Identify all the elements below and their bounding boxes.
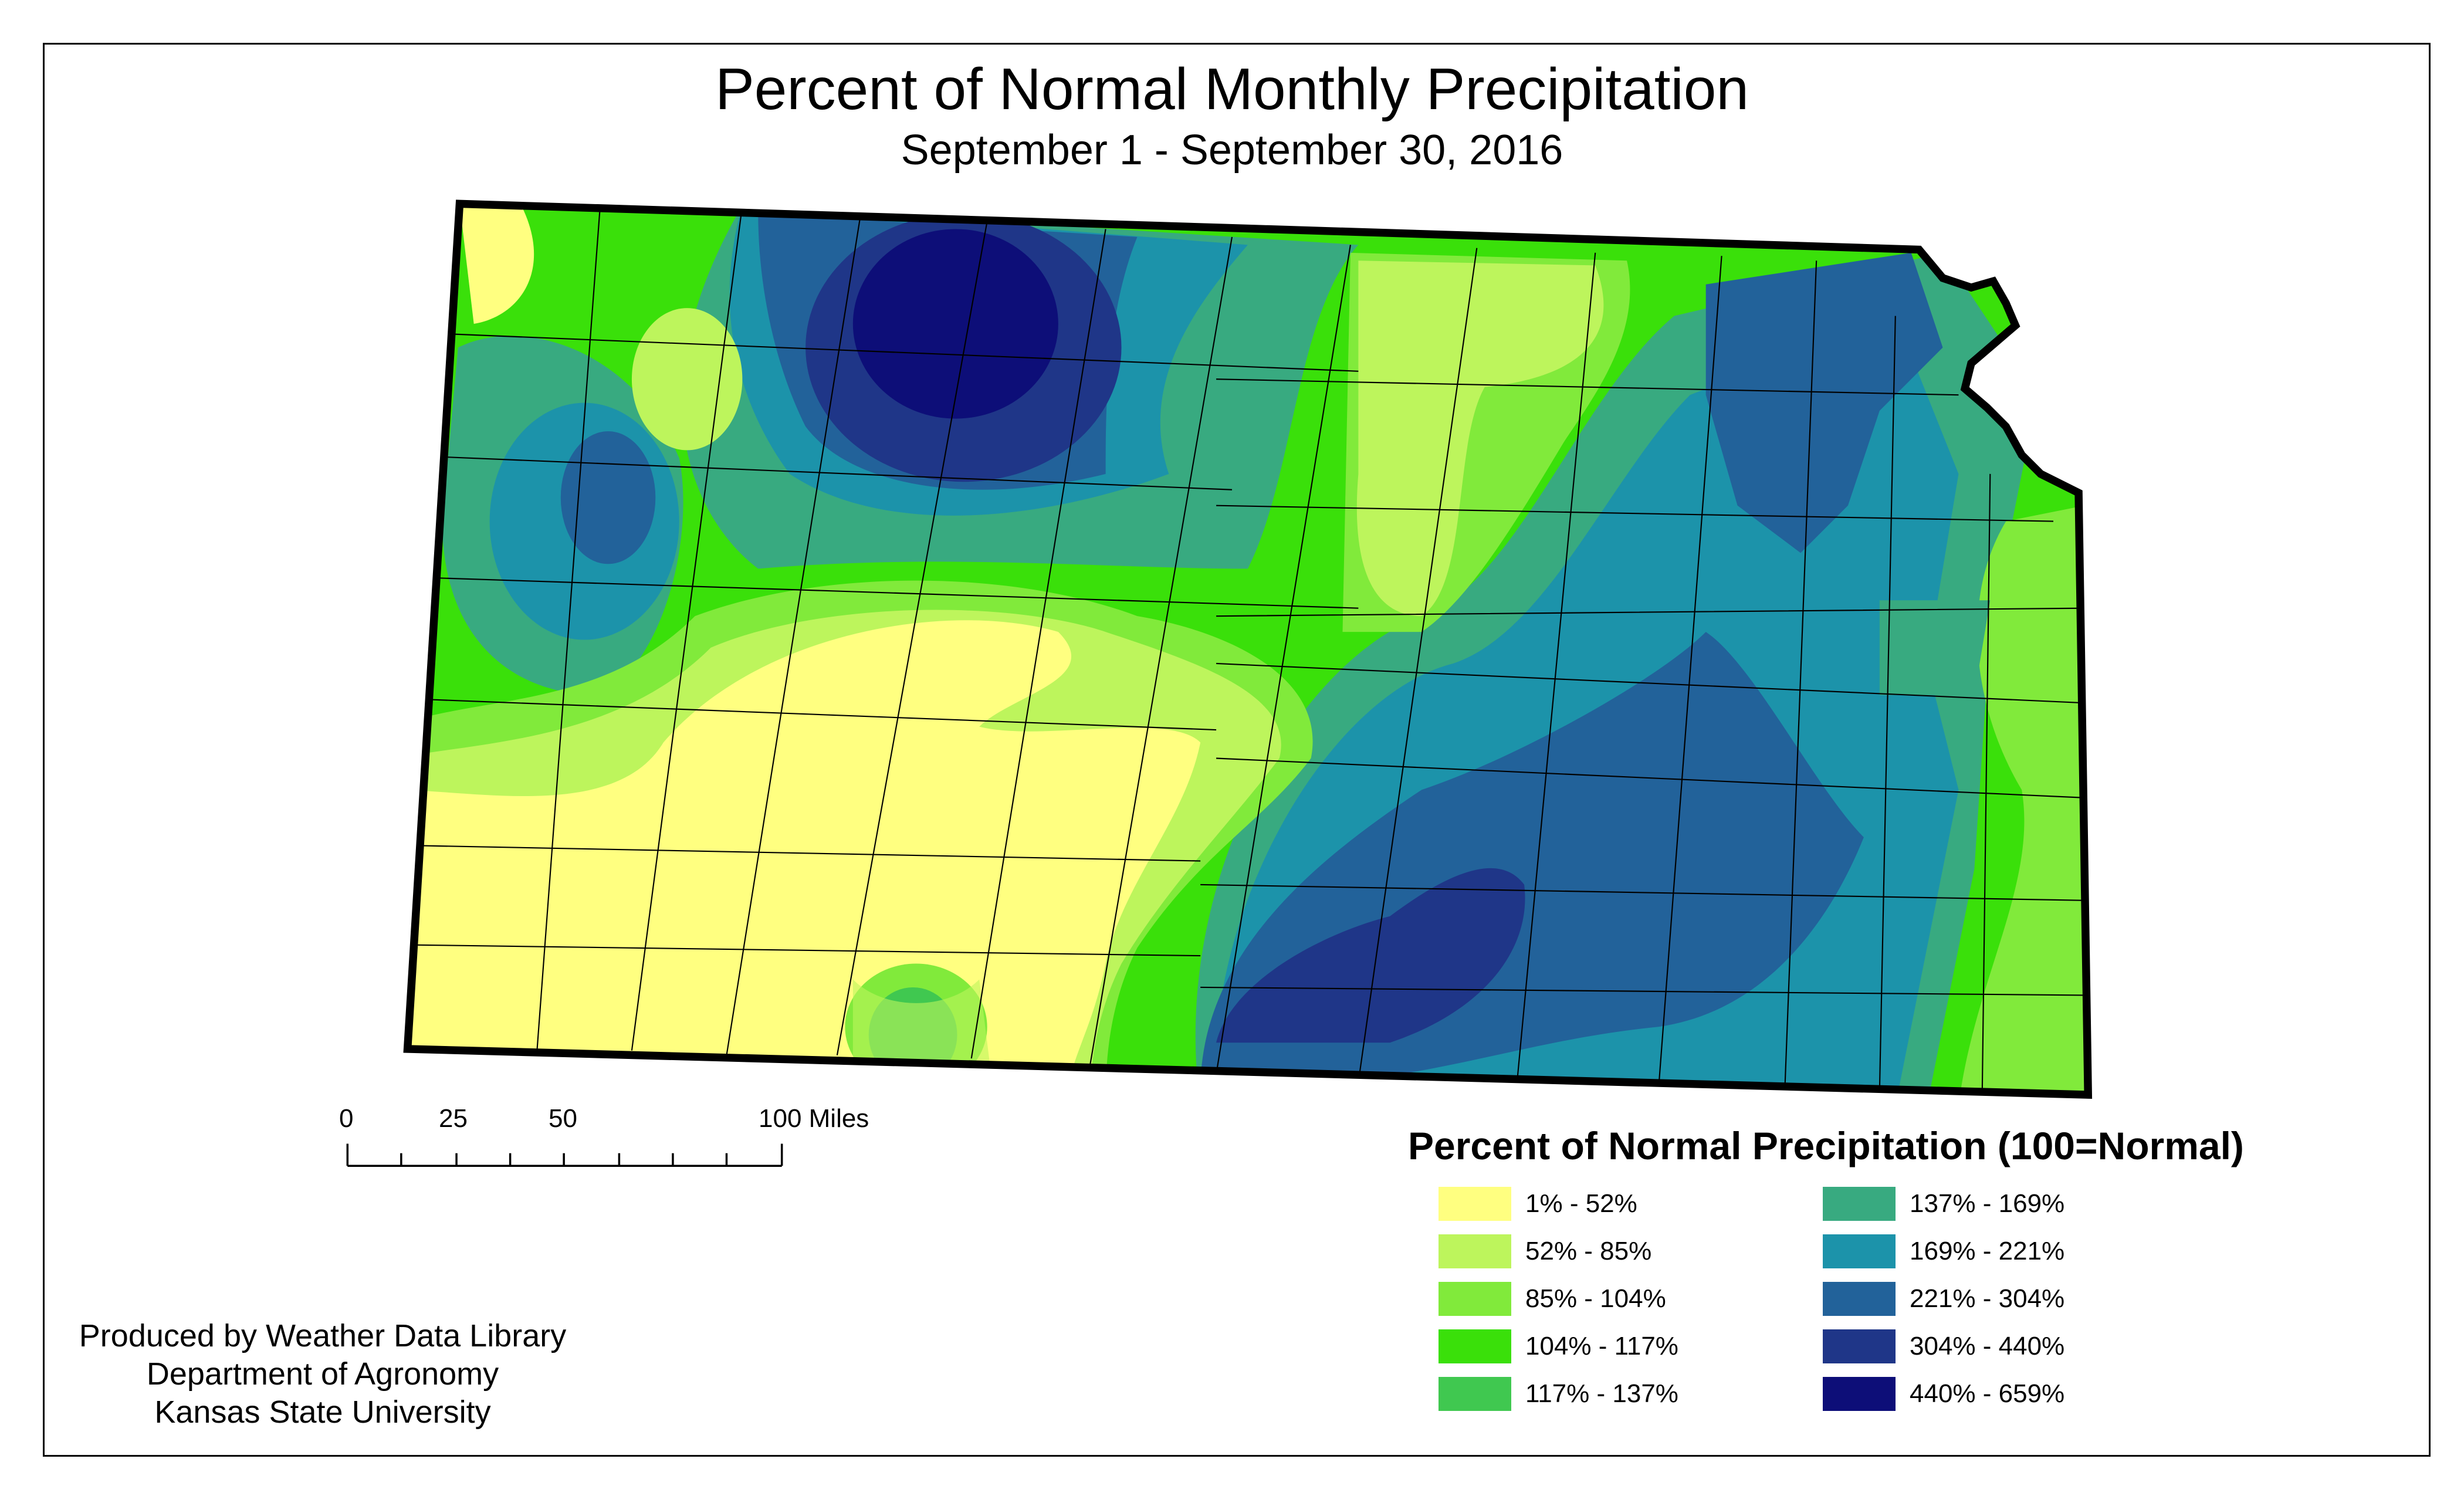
legend-swatch	[1823, 1234, 1896, 1268]
precipitation-contours	[407, 204, 2089, 1095]
contour-137-169-east	[1879, 600, 1991, 695]
legend-item: 85% - 104%	[1439, 1281, 1666, 1316]
credit-line: Department of Agronomy	[146, 1356, 499, 1392]
legend-label: 117% - 137%	[1525, 1379, 1678, 1408]
legend-swatch	[1439, 1329, 1511, 1363]
legend-swatch	[1439, 1187, 1511, 1221]
scale-label-50: 50	[549, 1104, 577, 1133]
legend-item: 440% - 659%	[1823, 1376, 2064, 1412]
contour-304-440	[1216, 868, 1525, 1043]
scale-label-0: 0	[339, 1104, 354, 1133]
map-title: Percent of Normal Monthly Precipitation	[715, 56, 1749, 122]
legend-swatch	[1823, 1377, 1896, 1411]
county-boundaries	[407, 205, 2085, 1091]
contour-1-52-sw	[407, 620, 1201, 1095]
contour-52-85-nc	[1356, 260, 1604, 617]
legend-item: 1% - 52%	[1439, 1186, 1637, 1221]
legend-item: 221% - 304%	[1823, 1281, 2064, 1316]
legend-label: 304% - 440%	[1910, 1332, 2065, 1360]
legend-item: 137% - 169%	[1823, 1186, 2064, 1221]
legend-swatch	[1823, 1187, 1896, 1221]
legend-swatch	[1823, 1329, 1896, 1363]
legend-swatch	[1823, 1282, 1896, 1316]
legend-label: 440% - 659%	[1910, 1379, 2065, 1408]
legend-item: 117% - 137%	[1439, 1376, 1678, 1412]
credit-line: Kansas State University	[154, 1395, 491, 1430]
legend-label: 85% - 104%	[1525, 1284, 1666, 1313]
scale-label-25: 25	[439, 1104, 468, 1133]
map-frame	[43, 43, 2431, 1457]
legend-item: 104% - 117%	[1439, 1329, 1678, 1364]
legend-swatch	[1439, 1234, 1511, 1268]
legend-swatch	[1439, 1377, 1511, 1411]
legend-title: Percent of Normal Precipitation (100=Nor…	[1408, 1124, 2244, 1167]
contour-440-659	[852, 229, 1058, 419]
legend-item: 52% - 85%	[1439, 1234, 1651, 1269]
legend-label: 137% - 169%	[1910, 1189, 2065, 1218]
scale-label-100: 100 Miles	[759, 1104, 869, 1133]
legend-label: 169% - 221%	[1910, 1237, 2065, 1265]
legend-item: 169% - 221%	[1823, 1234, 2064, 1269]
legend-label: 1% - 52%	[1525, 1189, 1637, 1218]
legend-label: 52% - 85%	[1525, 1237, 1652, 1265]
credit-line: Produced by Weather Data Library	[79, 1318, 567, 1353]
scale-bar	[346, 1143, 783, 1167]
contour-85-104-east	[1958, 505, 2089, 1095]
legend-item: 304% - 440%	[1823, 1329, 2064, 1364]
legend-label: 221% - 304%	[1910, 1284, 2065, 1313]
credits: Produced by Weather Data Library Departm…	[47, 1317, 598, 1431]
legend-label: 104% - 117%	[1525, 1332, 1678, 1360]
legend-swatch	[1439, 1282, 1511, 1316]
contour-221-304-ne	[1705, 252, 1943, 553]
map-subtitle: September 1 - September 30, 2016	[901, 127, 1563, 174]
contour-1-52-nw	[459, 204, 534, 324]
